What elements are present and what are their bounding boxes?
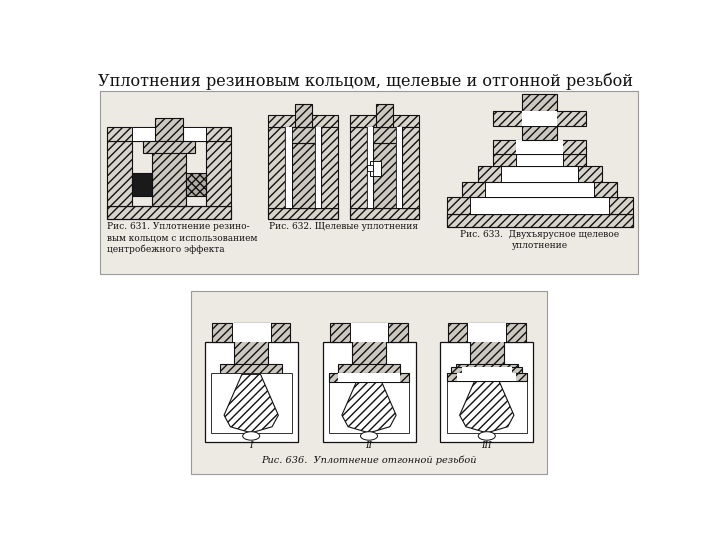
Bar [329,373,409,433]
Bar [292,143,315,208]
Bar [477,166,601,182]
Bar [366,127,402,143]
Bar [329,373,409,382]
Bar [500,166,578,182]
Text: Рис. 632. Щелевые уплотнения: Рис. 632. Щелевые уплотнения [269,222,418,231]
Text: I: I [249,441,253,450]
Bar [448,323,526,342]
Bar [373,143,396,208]
Bar [350,115,419,127]
Bar [469,197,609,214]
Polygon shape [224,374,279,433]
Bar [321,127,338,208]
Bar [212,323,290,342]
Bar [396,127,402,208]
Bar [269,115,338,127]
Bar [107,141,132,206]
Bar [350,208,419,219]
Bar [523,94,557,140]
Text: Рис. 636.  Уплотнение отгонной резьбой: Рис. 636. Уплотнение отгонной резьбой [261,456,477,465]
Bar [330,323,408,342]
Bar [100,91,638,274]
Bar [350,323,388,342]
Bar [516,154,563,166]
Bar [469,323,504,365]
Bar [338,373,400,382]
Bar [451,367,523,373]
Bar [186,173,206,195]
Bar [402,127,419,208]
Bar [285,127,292,208]
Bar [523,111,557,126]
Bar [516,140,563,154]
Bar [132,127,206,141]
Bar [152,141,186,206]
Bar [462,182,617,197]
Bar [350,208,419,219]
Bar [269,208,338,219]
Bar [285,127,321,143]
Text: III: III [482,441,492,450]
Text: Уплотнения резиновым кольцом, щелевые и отгонной резьбой: Уплотнения резиновым кольцом, щелевые и … [98,72,633,90]
Bar [376,104,393,127]
Bar [467,323,506,342]
Bar [446,214,632,226]
Text: Рис. 631. Уплотнение резино-
вым кольцом с использованием
центробежного эффекта: Рис. 631. Уплотнение резино- вым кольцом… [107,222,258,254]
Bar [462,367,512,373]
Ellipse shape [243,431,260,440]
Bar [456,363,518,374]
Text: II: II [366,441,372,450]
Bar [352,323,386,365]
Polygon shape [132,173,152,195]
Bar [370,161,381,177]
Polygon shape [459,374,514,433]
Bar [211,373,292,433]
Bar [143,141,195,153]
Bar [493,111,586,126]
Bar [220,363,282,374]
Ellipse shape [361,431,377,440]
Bar [366,127,373,208]
Bar [446,214,632,226]
Bar [323,342,415,442]
Bar [441,342,534,442]
Bar [366,165,373,171]
Bar [446,197,632,214]
Text: Рис. 633.  Двухъярусное щелевое
уплотнение: Рис. 633. Двухъярусное щелевое уплотнени… [460,230,619,250]
Bar [155,118,183,141]
Bar [191,291,547,475]
Bar [269,208,338,219]
Bar [446,373,527,433]
Bar [204,342,297,442]
Bar [485,182,594,197]
Bar [350,127,366,208]
Bar [294,104,312,127]
Bar [493,154,586,166]
Bar [206,141,231,206]
Bar [232,323,271,342]
Bar [338,363,400,374]
Bar [107,206,231,219]
Bar [234,323,269,365]
Bar [107,206,231,219]
Bar [457,373,516,381]
Bar [107,127,231,141]
Polygon shape [342,374,396,433]
Bar [493,140,586,154]
Bar [132,127,206,141]
Bar [315,127,321,208]
Bar [269,127,285,208]
Ellipse shape [478,431,495,440]
Bar [446,373,527,381]
